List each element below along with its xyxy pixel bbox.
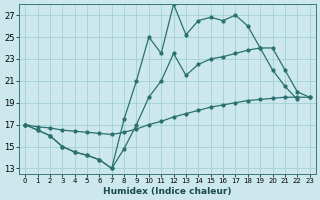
X-axis label: Humidex (Indice chaleur): Humidex (Indice chaleur) xyxy=(103,187,232,196)
